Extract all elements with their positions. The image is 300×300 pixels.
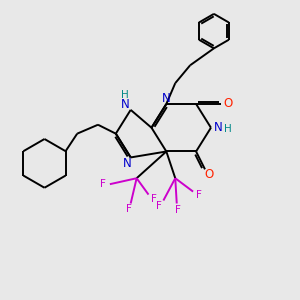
Text: F: F xyxy=(151,194,157,204)
Text: F: F xyxy=(156,202,162,212)
Text: O: O xyxy=(223,98,232,110)
Text: H: H xyxy=(224,124,232,134)
Text: N: N xyxy=(214,121,223,134)
Text: F: F xyxy=(100,179,106,189)
Text: N: N xyxy=(121,98,130,111)
Text: F: F xyxy=(126,204,132,214)
Text: F: F xyxy=(175,205,181,215)
Text: O: O xyxy=(205,168,214,181)
Text: N: N xyxy=(123,158,131,170)
Text: F: F xyxy=(196,190,202,200)
Text: H: H xyxy=(122,90,129,100)
Text: N: N xyxy=(162,92,171,105)
